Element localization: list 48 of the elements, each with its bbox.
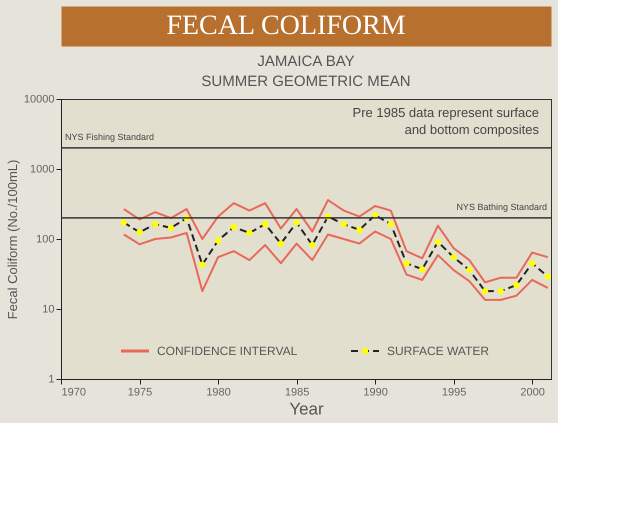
y-tick-label: 10000: [24, 94, 54, 106]
y-axis-title: Fecal Coliform (No./100mL): [4, 160, 20, 320]
point: [262, 220, 268, 228]
point: [482, 288, 488, 294]
point: [152, 220, 158, 228]
y-tick-label: 100: [36, 234, 54, 246]
y-tick-label: 1: [48, 374, 54, 386]
legend-label: SURFACE WATER: [387, 344, 490, 358]
point: [278, 240, 284, 247]
point: [246, 230, 253, 236]
point: [340, 220, 347, 228]
point: [230, 224, 237, 230]
ref-line-label: NYS Bathing Standard: [456, 202, 547, 212]
point: [214, 237, 222, 244]
x-tick-label: 1970: [62, 386, 86, 398]
point: [309, 242, 316, 248]
annotation: Pre 1985 data represent surface and bottom composites: [352, 105, 540, 137]
ref-line-label: NYS Fishing Standard: [65, 132, 154, 142]
point: [168, 224, 174, 232]
point: [513, 282, 520, 288]
line-series: [122, 230, 549, 301]
x-tick-label: 1975: [128, 386, 152, 398]
x-tick-label: 2000: [520, 386, 545, 398]
point: [434, 238, 442, 246]
line-series: [122, 199, 549, 284]
point: [528, 260, 536, 266]
chart-subtitle: JAMAICA BAY SUMMER GEOMETRIC MEAN: [201, 53, 411, 90]
point: [293, 219, 300, 226]
point: [199, 262, 206, 268]
point: [466, 266, 472, 274]
point: [388, 220, 394, 228]
x-tick-label: 1995: [442, 386, 466, 398]
point: [136, 229, 143, 236]
chart-title: FECAL COLIFORM: [166, 10, 406, 41]
point: [403, 260, 410, 266]
point: [544, 273, 552, 280]
point: [498, 288, 504, 294]
y-tick-label: 1000: [30, 164, 54, 176]
y-tick-label: 10: [42, 304, 54, 316]
point: [450, 254, 457, 260]
x-tick-label: 1980: [206, 386, 231, 398]
x-axis-title: Year: [289, 400, 324, 418]
legend-label: CONFIDENCE INTERVAL: [157, 344, 298, 358]
point: [120, 219, 127, 226]
point: [356, 226, 363, 234]
point: [419, 266, 426, 272]
x-tick-label: 1990: [363, 386, 388, 398]
x-tick-label: 1985: [284, 386, 310, 398]
